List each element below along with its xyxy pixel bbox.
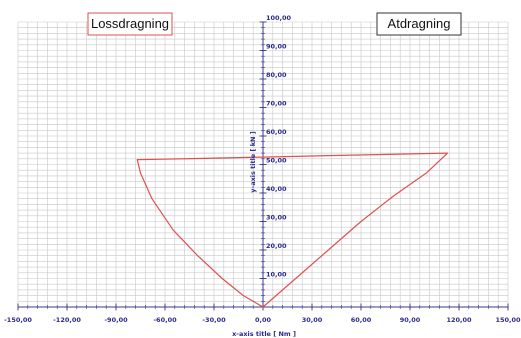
ticks: -150,00 -120,00 -90,00 -60,00 -30,00 0,00 30,0… xyxy=(4,14,521,324)
annotation-box xyxy=(87,12,173,36)
y-tick-label: 60,00 xyxy=(266,128,287,136)
x-tick-label: -90,00 xyxy=(104,316,128,324)
x-tick-label: 120,00 xyxy=(446,316,472,324)
x-tick-label: -150,00 xyxy=(4,316,32,324)
y-tick-label: 10,00 xyxy=(266,271,287,279)
x-axis-title: x-axis title [ Nm ] xyxy=(232,330,296,338)
annotation-label: Lossdragning xyxy=(91,16,169,31)
annotation-label: Atdragning xyxy=(388,16,451,31)
x-tick-label: -30,00 xyxy=(202,316,226,324)
x-tick-label: -60,00 xyxy=(153,316,177,324)
y-tick-label: 20,00 xyxy=(266,242,287,250)
annotation-box xyxy=(376,12,462,36)
x-tick-label: 0,00 xyxy=(255,316,272,324)
y-tick-label: 40,00 xyxy=(266,185,287,193)
x-tick-label: -120,00 xyxy=(53,316,81,324)
x-tick-label: 60,00 xyxy=(351,316,372,324)
y-tick-label: 90,00 xyxy=(266,43,287,51)
y-tick-label: 100,00 xyxy=(266,14,292,22)
y-tick-label: 80,00 xyxy=(266,71,287,79)
y-tick-label: 30,00 xyxy=(266,214,287,222)
labels: x-axis title [ Nm ] y-axis title [ kN ] xyxy=(232,131,296,338)
y-tick-label: 70,00 xyxy=(266,100,287,108)
x-tick-label: 150,00 xyxy=(495,316,521,324)
y-tick-label: 50,00 xyxy=(266,157,287,165)
x-tick-label: 90,00 xyxy=(400,316,421,324)
y-axis-title: y-axis title [ kN ] xyxy=(249,131,257,192)
legend: Lossdragning Atdragning xyxy=(87,12,462,36)
x-tick-label: 30,00 xyxy=(302,316,323,324)
series-group xyxy=(136,152,449,308)
series-line xyxy=(136,152,449,308)
